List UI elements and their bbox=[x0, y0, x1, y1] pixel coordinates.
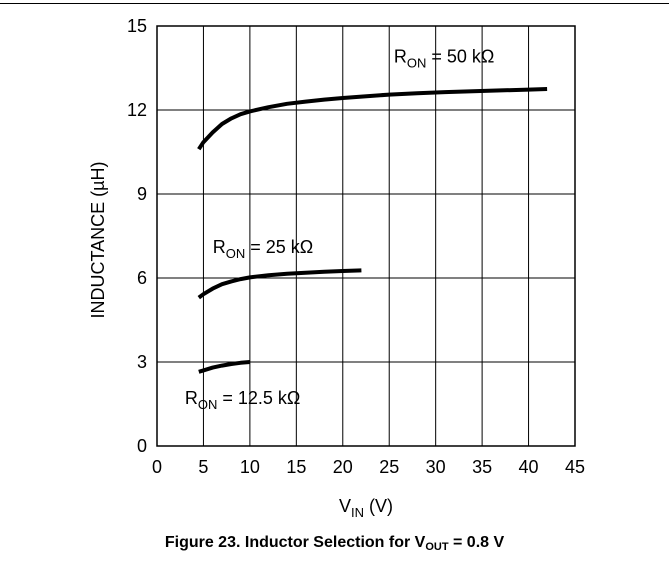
x-tick-label: 40 bbox=[519, 457, 539, 477]
x-tick-label: 35 bbox=[472, 457, 492, 477]
y-tick-label: 0 bbox=[137, 436, 147, 456]
y-tick-label: 6 bbox=[137, 268, 147, 288]
x-tick-label: 10 bbox=[240, 457, 260, 477]
series-curve-2 bbox=[197, 268, 362, 300]
series-curve-1 bbox=[197, 87, 548, 151]
series-curve-3 bbox=[198, 360, 251, 374]
x-tick-label: 45 bbox=[565, 457, 585, 477]
plot-frame bbox=[156, 25, 576, 447]
caption-prefix: Figure 23. Inductor Selection for V bbox=[164, 534, 426, 551]
top-rule bbox=[0, 3, 669, 4]
series-label-2: RON = 25 kΩ bbox=[213, 237, 314, 261]
grid-lines bbox=[156, 25, 576, 447]
figure-caption: Figure 23. Inductor Selection for VOUT =… bbox=[0, 534, 669, 553]
series-label-1: RON = 50 kΩ bbox=[394, 46, 495, 70]
y-tick-label: 3 bbox=[137, 352, 147, 372]
x-tick-label: 25 bbox=[379, 457, 399, 477]
x-axis-label: VIN (V) bbox=[339, 496, 393, 520]
y-axis-label: INDUCTANCE (µH) bbox=[88, 161, 108, 318]
x-tick-label: 15 bbox=[286, 457, 306, 477]
y-tick-label: 15 bbox=[127, 16, 147, 36]
series-label-3: RON = 12.5 kΩ bbox=[185, 388, 301, 412]
x-tick-label: 30 bbox=[426, 457, 446, 477]
x-tick-label: 5 bbox=[198, 457, 208, 477]
tick-labels: 0 5 10 15 20 25 30 35 40 45 0 3 6 9 12 15 bbox=[127, 16, 585, 477]
y-tick-label: 9 bbox=[137, 184, 147, 204]
x-tick-label: 20 bbox=[333, 457, 353, 477]
curve-group bbox=[197, 87, 548, 374]
y-tick-label: 12 bbox=[127, 100, 147, 120]
caption-subscript: OUT bbox=[425, 541, 449, 553]
caption-suffix: = 0.8 V bbox=[448, 534, 505, 551]
x-tick-label: 0 bbox=[152, 457, 162, 477]
series-labels: RON = 50 kΩ RON = 25 kΩ RON = 12.5 kΩ bbox=[185, 46, 495, 412]
